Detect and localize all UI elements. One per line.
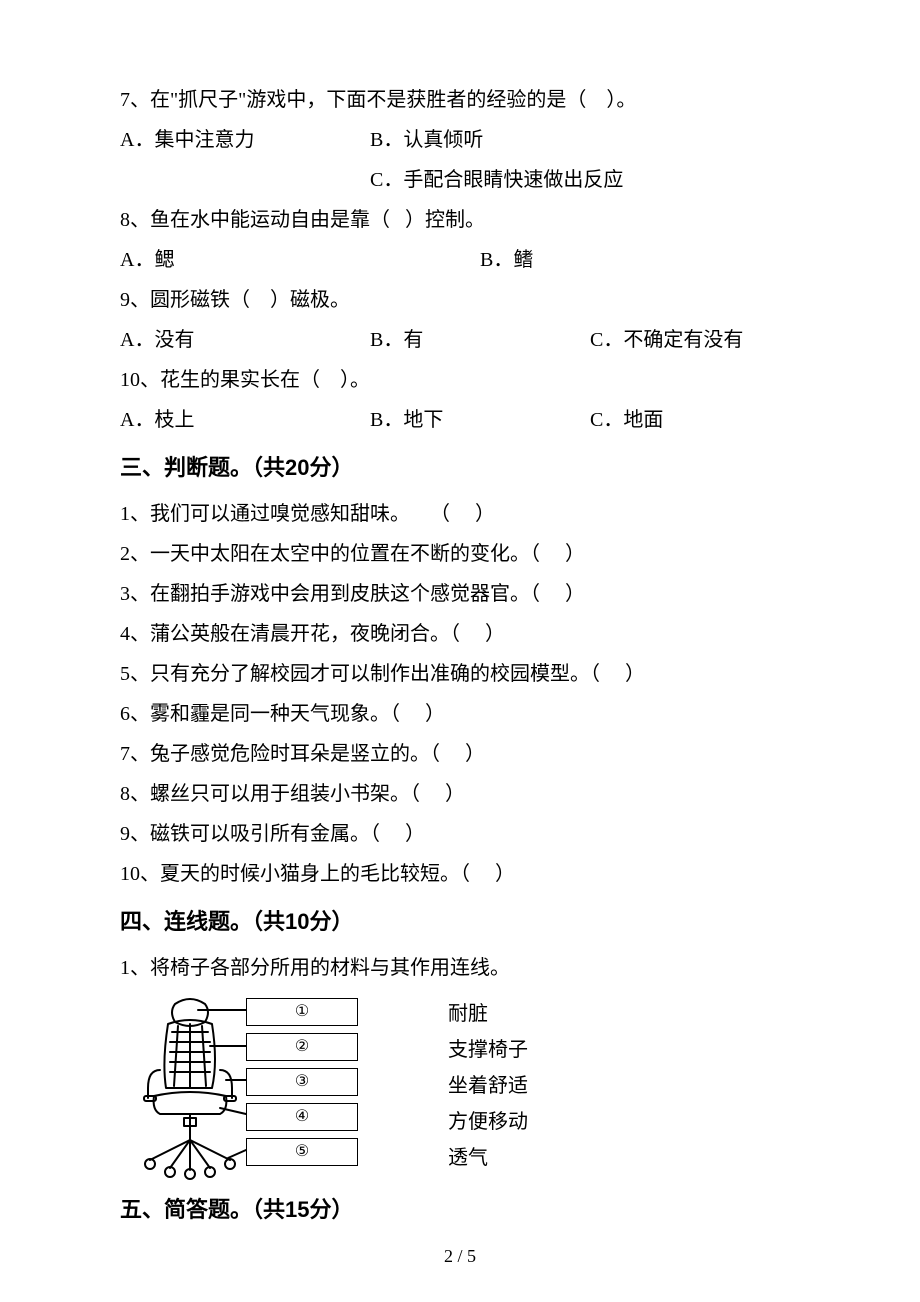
num-box: ④ <box>246 1103 358 1131</box>
q7-stem: 7、在"抓尺子"游戏中，下面不是获胜者的经验的是（ ）。 <box>120 80 800 120</box>
sec3-item: 7、兔子感觉危险时耳朵是竖立的。（ ） <box>120 734 800 774</box>
sec3-item: 1、我们可以通过嗅觉感知甜味。 （ ） <box>120 494 800 534</box>
sec3-item: 10、夏天的时候小猫身上的毛比较短。（ ） <box>120 854 800 894</box>
sec3-item: 3、在翻拍手游戏中会用到皮肤这个感觉器官。（ ） <box>120 574 800 614</box>
q9-optC: C．不确定有没有 <box>590 320 743 360</box>
q7-optA: A．集中注意力 <box>120 120 370 160</box>
match-label: 坐着舒适 <box>448 1068 528 1104</box>
q10-stem: 10、花生的果实长在（ ）。 <box>120 360 800 400</box>
sec3-item: 5、只有充分了解校园才可以制作出准确的校园模型。（ ） <box>120 654 800 694</box>
sec3-item: 6、雾和霾是同一种天气现象。（ ） <box>120 694 800 734</box>
match-label: 方便移动 <box>448 1104 528 1140</box>
q8-optB: B．鳍 <box>480 240 533 280</box>
num-box: ① <box>246 998 358 1026</box>
match-label: 透气 <box>448 1140 528 1176</box>
sec4-stem: 1、将椅子各部分所用的材料与其作用连线。 <box>120 948 800 988</box>
sec3-item: 9、磁铁可以吸引所有金属。（ ） <box>120 814 800 854</box>
num-boxes: ① ② ③ ④ ⑤ <box>246 998 358 1166</box>
sec5-title: 五、简答题。（共15分） <box>120 1188 800 1232</box>
q10-optA: A．枝上 <box>120 400 370 440</box>
num-box: ③ <box>246 1068 358 1096</box>
sec3-item: 4、蒲公英般在清晨开花，夜晚闭合。（ ） <box>120 614 800 654</box>
sec3-title: 三、判断题。（共20分） <box>120 446 800 490</box>
match-label: 耐脏 <box>448 996 528 1032</box>
q9-optA: A．没有 <box>120 320 370 360</box>
page-number: 2 / 5 <box>0 1238 920 1274</box>
q8-stem: 8、鱼在水中能运动自由是靠（ ）控制。 <box>120 200 800 240</box>
q8-optA: A．鳃 <box>120 240 480 280</box>
num-box: ⑤ <box>246 1138 358 1166</box>
q7-optB: B．认真倾听 <box>370 120 590 160</box>
q10-optC: C．地面 <box>590 400 663 440</box>
match-label: 支撑椅子 <box>448 1032 528 1068</box>
chair-icon <box>120 992 250 1182</box>
num-box: ② <box>246 1033 358 1061</box>
sec3-item: 8、螺丝只可以用于组装小书架。（ ） <box>120 774 800 814</box>
q10-optB: B．地下 <box>370 400 590 440</box>
q9-optB: B．有 <box>370 320 590 360</box>
q9-stem: 9、圆形磁铁（ ）磁极。 <box>120 280 800 320</box>
sec3-item: 2、一天中太阳在太空中的位置在不断的变化。（ ） <box>120 534 800 574</box>
match-labels: 耐脏 支撑椅子 坐着舒适 方便移动 透气 <box>448 996 528 1176</box>
match-area: ① ② ③ ④ ⑤ 耐脏 支撑椅子 坐着舒适 方便移动 透气 <box>120 992 800 1182</box>
sec4-title: 四、连线题。（共10分） <box>120 900 800 944</box>
q7-optC: C．手配合眼睛快速做出反应 <box>370 160 623 200</box>
